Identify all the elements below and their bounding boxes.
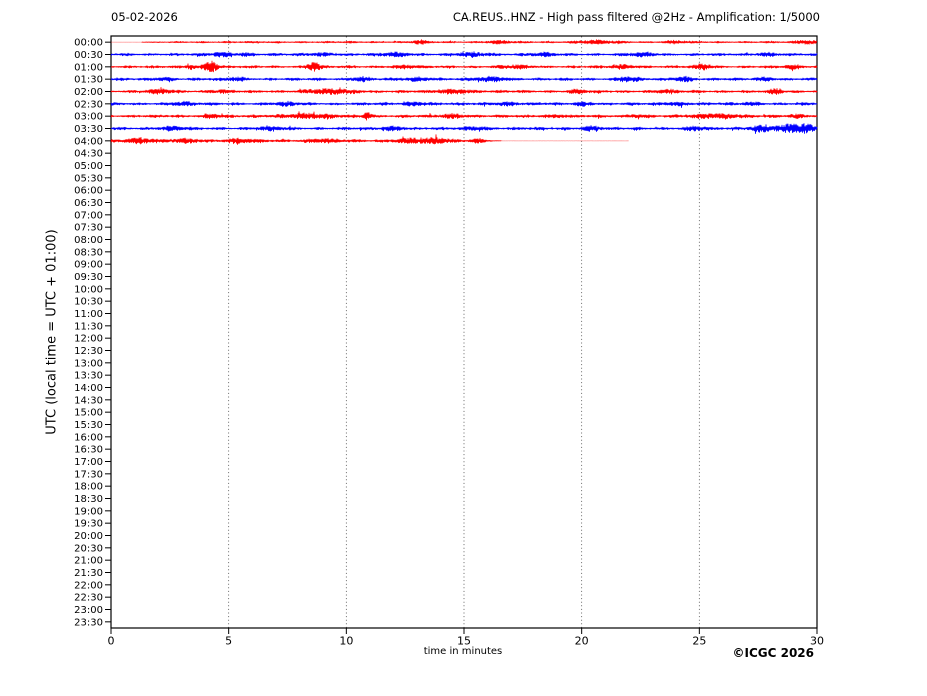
x-tick-label: 5: [225, 635, 232, 648]
x-axis-label: time in minutes: [423, 646, 503, 657]
copyright-credit: ©ICGC 2026: [732, 646, 814, 660]
y-tick-label: 12:00: [74, 334, 103, 345]
y-tick-label: 10:00: [74, 284, 103, 295]
x-tick-label: 0: [108, 635, 115, 648]
y-tick-label: 03:00: [74, 112, 103, 123]
y-tick-label: 22:00: [74, 580, 103, 591]
y-tick-label: 19:30: [74, 519, 103, 530]
y-tick-label: 10:30: [74, 297, 103, 308]
seismogram-trace: [110, 86, 818, 96]
x-tick-label: 30: [810, 635, 824, 648]
y-tick-label: 15:00: [74, 408, 103, 419]
seismogram-trace: [110, 100, 818, 108]
y-tick-label: 17:00: [74, 457, 103, 468]
y-tick-label: 01:30: [74, 75, 103, 86]
y-tick-label: 13:30: [74, 371, 103, 382]
y-tick-label: 18:00: [74, 482, 103, 493]
y-tick-label: 21:30: [74, 568, 103, 579]
plot-frame: [110, 35, 818, 629]
x-tick-label: 10: [339, 635, 353, 648]
seismogram-trace: [141, 39, 817, 45]
y-tick-label: 21:00: [74, 556, 103, 567]
y-tick-label: 05:30: [74, 173, 103, 184]
y-tick-label: 12:30: [74, 346, 103, 357]
y-tick-label: 03:30: [74, 124, 103, 135]
seismogram-trace: [110, 60, 818, 73]
y-tick-label: 19:00: [74, 506, 103, 517]
seismogram-trace: [110, 75, 818, 83]
y-tick-label: 14:30: [74, 395, 103, 406]
y-tick-label: 11:30: [74, 321, 103, 332]
seismogram-trace: [110, 111, 818, 121]
y-tick-label: 17:30: [74, 469, 103, 480]
y-tick-label: 13:00: [74, 358, 103, 369]
seismogram-trace: [110, 123, 818, 134]
y-tick-label: 16:00: [74, 432, 103, 443]
seismogram-trace: [110, 51, 818, 59]
y-tick-label: 09:00: [74, 260, 103, 271]
y-tick-label: 11:00: [74, 309, 103, 320]
y-tick-label: 04:30: [74, 149, 103, 160]
y-tick-label: 08:30: [74, 247, 103, 258]
y-tick-label: 01:00: [74, 62, 103, 73]
y-tick-label: 20:00: [74, 531, 103, 542]
y-tick-label: 07:00: [74, 210, 103, 221]
plot-date: 05-02-2026: [111, 10, 178, 24]
y-tick-label: 07:30: [74, 223, 103, 234]
y-tick-label: 00:30: [74, 50, 103, 61]
y-tick-label: 23:30: [74, 617, 103, 628]
y-tick-label: 18:30: [74, 494, 103, 505]
x-tick-label: 25: [692, 635, 706, 648]
plot-title: CA.REUS..HNZ - High pass filtered @2Hz -…: [452, 10, 820, 24]
y-tick-label: 08:00: [74, 235, 103, 246]
x-tick-label: 15: [457, 635, 471, 648]
y-tick-label: 04:00: [74, 136, 103, 147]
y-tick-label: 15:30: [74, 420, 103, 431]
y-tick-label: 14:00: [74, 383, 103, 394]
y-tick-label: 09:30: [74, 272, 103, 283]
y-tick-label: 06:30: [74, 198, 103, 209]
y-tick-label: 20:30: [74, 543, 103, 554]
y-tick-label: 05:00: [74, 161, 103, 172]
y-tick-label: 02:00: [74, 87, 103, 98]
y-tick-label: 23:00: [74, 605, 103, 616]
seismogram-trace: [110, 134, 502, 145]
y-tick-label: 00:00: [74, 38, 103, 49]
y-tick-label: 02:30: [74, 99, 103, 110]
y-tick-label: 06:00: [74, 186, 103, 197]
y-tick-label: 22:30: [74, 593, 103, 604]
y-tick-label: 16:30: [74, 445, 103, 456]
x-tick-label: 20: [575, 635, 589, 648]
